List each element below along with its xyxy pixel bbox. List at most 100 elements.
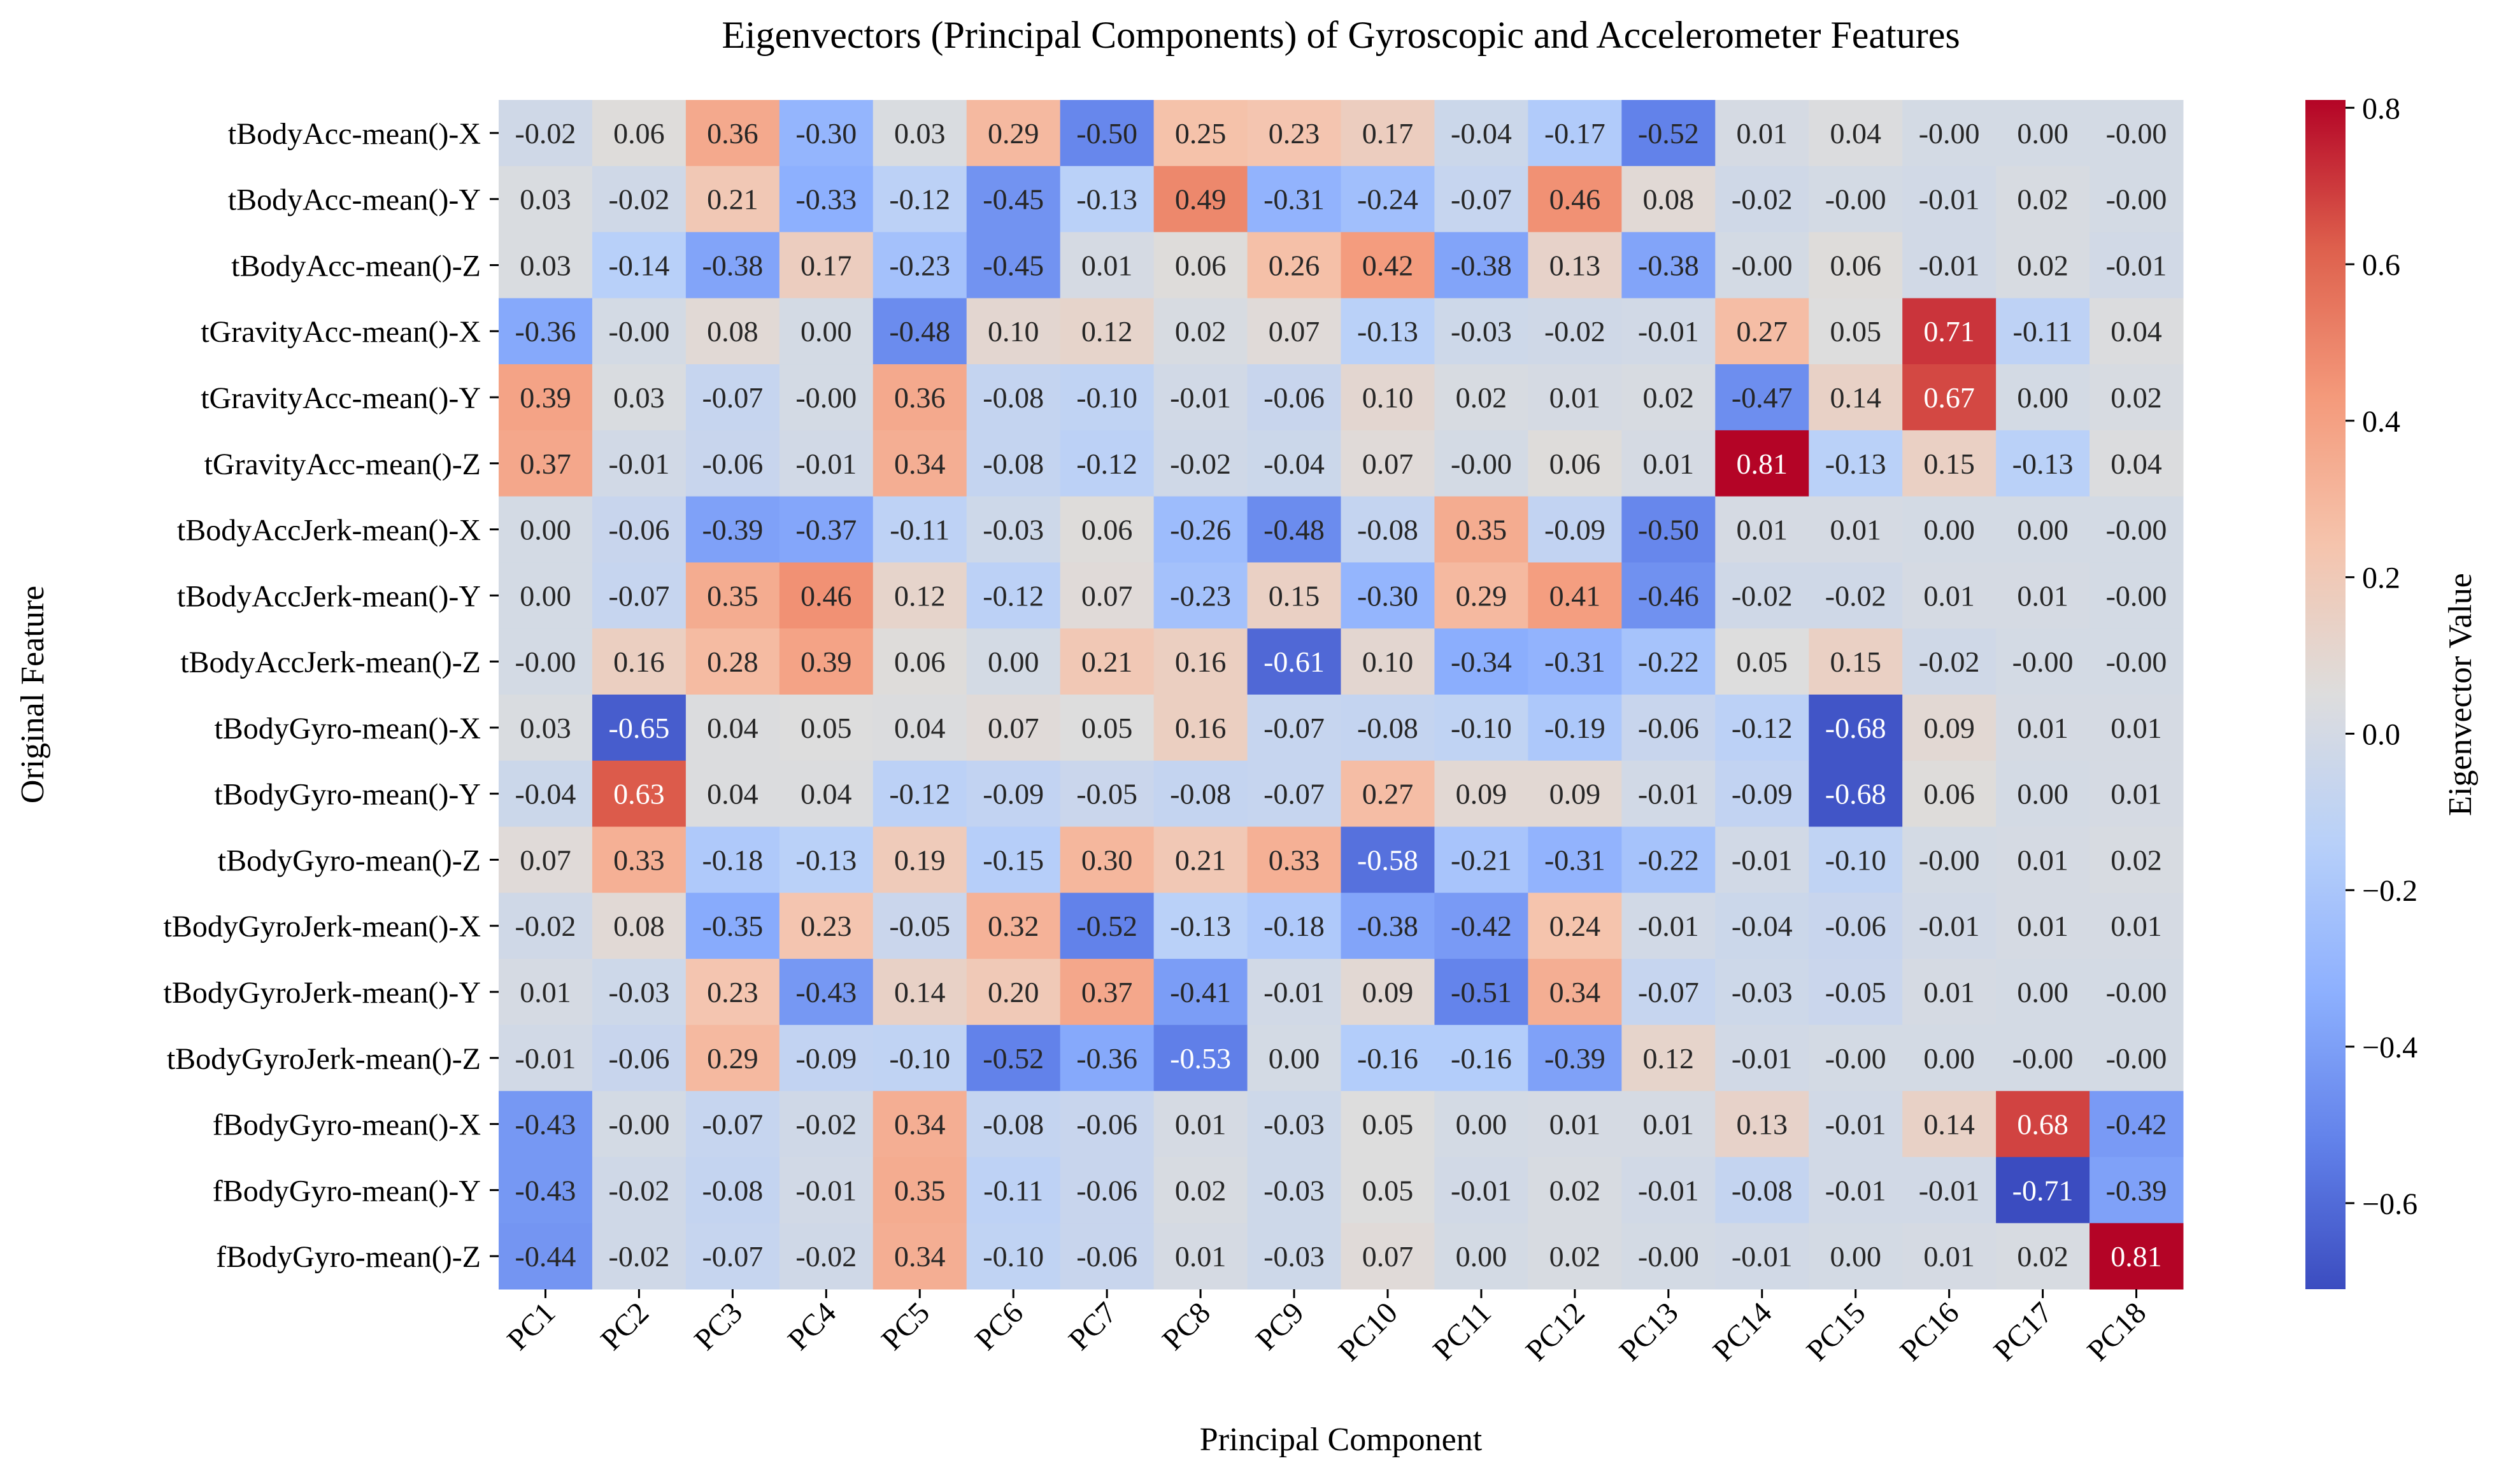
heatmap-cell bbox=[779, 1157, 874, 1224]
cell-value-label: -0.03 bbox=[1732, 976, 1793, 1008]
cell-value-label: -0.38 bbox=[1451, 249, 1512, 281]
heatmap-cell bbox=[1996, 1157, 2090, 1224]
heatmap-cell bbox=[1715, 1091, 1809, 1157]
heatmap-cell bbox=[685, 496, 780, 563]
heatmap-cell bbox=[499, 430, 593, 497]
heatmap-cell bbox=[499, 1091, 593, 1157]
heatmap-cell bbox=[1153, 826, 1248, 893]
heatmap-cell bbox=[499, 959, 593, 1026]
heatmap-cell bbox=[685, 1024, 780, 1092]
cell-value-label: 0.00 bbox=[2017, 381, 2068, 414]
heatmap-cell bbox=[872, 1223, 967, 1290]
heatmap-cell bbox=[1060, 430, 1155, 497]
cell-value-label: -0.02 bbox=[609, 1174, 670, 1206]
cell-value-label: -0.51 bbox=[1451, 976, 1512, 1008]
heatmap-cell bbox=[1247, 893, 1341, 959]
cell-value-label: 0.41 bbox=[1549, 579, 1601, 612]
cell-value-label: 0.42 bbox=[1362, 249, 1414, 281]
heatmap-cell bbox=[499, 893, 593, 959]
column-tick-label: PC13 bbox=[1613, 1296, 1685, 1367]
heatmap-cell bbox=[1902, 430, 1997, 497]
cell-value-label: 0.01 bbox=[1923, 579, 1975, 612]
cell-value-label: -0.53 bbox=[1170, 1042, 1231, 1075]
cell-value-label: -0.08 bbox=[1357, 514, 1418, 546]
column-tick-label: PC14 bbox=[1707, 1296, 1779, 1367]
cell-value-label: -0.52 bbox=[1638, 117, 1699, 150]
heatmap-cell bbox=[1060, 496, 1155, 563]
cell-value-label: 0.28 bbox=[707, 646, 758, 678]
heatmap-cell bbox=[1621, 100, 1716, 167]
heatmap-cell bbox=[499, 232, 593, 299]
heatmap-cell bbox=[1153, 1024, 1248, 1092]
cell-value-label: 0.01 bbox=[2017, 579, 2068, 612]
heatmap-cell bbox=[1528, 628, 1622, 695]
heatmap-cell bbox=[499, 364, 593, 431]
heatmap-cell bbox=[1434, 298, 1528, 365]
cell-value-label: 0.06 bbox=[1175, 249, 1227, 281]
heatmap-cell bbox=[1809, 1157, 1903, 1224]
heatmap-cell bbox=[1341, 232, 1435, 299]
row-tick-label: tBodyGyro-mean()-Y bbox=[214, 778, 481, 812]
heatmap-cell bbox=[499, 1223, 593, 1290]
cell-value-label: -0.12 bbox=[889, 778, 950, 810]
cell-value-label: 0.09 bbox=[1549, 778, 1601, 810]
heatmap-cell bbox=[685, 893, 780, 959]
heatmap-cell bbox=[1434, 628, 1528, 695]
heatmap-cell bbox=[1434, 893, 1528, 959]
heatmap-cell bbox=[1341, 430, 1435, 497]
row-tick-labels: tBodyAcc-mean()-X tBodyAcc-mean()-Y tBodyA… bbox=[163, 117, 499, 1274]
heatmap-cell bbox=[872, 695, 967, 761]
cell-value-label: -0.01 bbox=[1451, 1174, 1512, 1206]
row-tick-label: tBodyAcc-mean()-X bbox=[228, 117, 481, 151]
heatmap-cell bbox=[1621, 1091, 1716, 1157]
cell-value-label: -0.10 bbox=[1076, 381, 1137, 414]
cell-value-label: 0.07 bbox=[520, 844, 571, 876]
cell-value-label: -0.22 bbox=[1638, 844, 1699, 876]
heatmap-cell bbox=[1902, 562, 1997, 629]
row-tick-label: fBodyGyro-mean()-Y bbox=[213, 1174, 481, 1208]
cell-value-label: 0.13 bbox=[1549, 249, 1601, 281]
heatmap-cell bbox=[1809, 628, 1903, 695]
cell-value-label: -0.00 bbox=[1919, 844, 1980, 876]
row-tick-label: fBodyGyro-mean()-Z bbox=[216, 1240, 481, 1274]
cell-value-label: 0.29 bbox=[707, 1042, 758, 1075]
cell-value-label: 0.12 bbox=[894, 579, 946, 612]
cell-value-label: 0.04 bbox=[707, 778, 758, 810]
cell-value-label: -0.00 bbox=[2106, 646, 2167, 678]
cell-value-label: 0.01 bbox=[1737, 514, 1788, 546]
heatmap-cell bbox=[1341, 562, 1435, 629]
cell-value-label: 0.01 bbox=[1923, 1240, 1975, 1273]
cell-value-label: 0.46 bbox=[801, 579, 852, 612]
heatmap-cell bbox=[779, 100, 874, 167]
row-tick-label: tBodyGyro-mean()-X bbox=[214, 712, 481, 746]
heatmap-cell bbox=[592, 826, 687, 893]
heatmap-cell bbox=[1902, 826, 1997, 893]
cell-value-label: -0.07 bbox=[702, 1240, 763, 1273]
heatmap-cell bbox=[1341, 628, 1435, 695]
heatmap-cell bbox=[1153, 1157, 1248, 1224]
colorbar-label: Eigenvector Value bbox=[2442, 573, 2479, 816]
cell-value-label: 0.05 bbox=[1362, 1174, 1414, 1206]
heatmap-cell bbox=[1809, 562, 1903, 629]
heatmap-cell bbox=[1996, 826, 2090, 893]
heatmap-cell bbox=[966, 364, 1061, 431]
cell-value-label: 0.09 bbox=[1362, 976, 1414, 1008]
heatmap-cells: -0.02 0.06 0.36 -0.30 0.03 0.29 -0.50 0.25 0.23 0… bbox=[499, 100, 2184, 1290]
heatmap-cell bbox=[1434, 232, 1528, 299]
heatmap-cell bbox=[779, 364, 874, 431]
heatmap-cell bbox=[2090, 166, 2184, 233]
heatmap-cell bbox=[1996, 364, 2090, 431]
cell-value-label: -0.00 bbox=[2106, 579, 2167, 612]
heatmap-cell bbox=[592, 562, 687, 629]
heatmap-cell bbox=[499, 760, 593, 828]
heatmap-cell bbox=[1060, 1223, 1155, 1290]
cell-value-label: 0.08 bbox=[707, 315, 758, 348]
cell-value-label: -0.07 bbox=[702, 381, 763, 414]
cell-value-label: 0.10 bbox=[1362, 381, 1414, 414]
cell-value-label: -0.02 bbox=[1732, 579, 1793, 612]
cell-value-label: -0.39 bbox=[1544, 1042, 1605, 1075]
cell-value-label: 0.21 bbox=[707, 183, 758, 216]
cell-value-label: 0.16 bbox=[1175, 712, 1227, 744]
cell-value-label: -0.16 bbox=[1357, 1042, 1418, 1075]
heatmap-cell bbox=[1621, 760, 1716, 828]
